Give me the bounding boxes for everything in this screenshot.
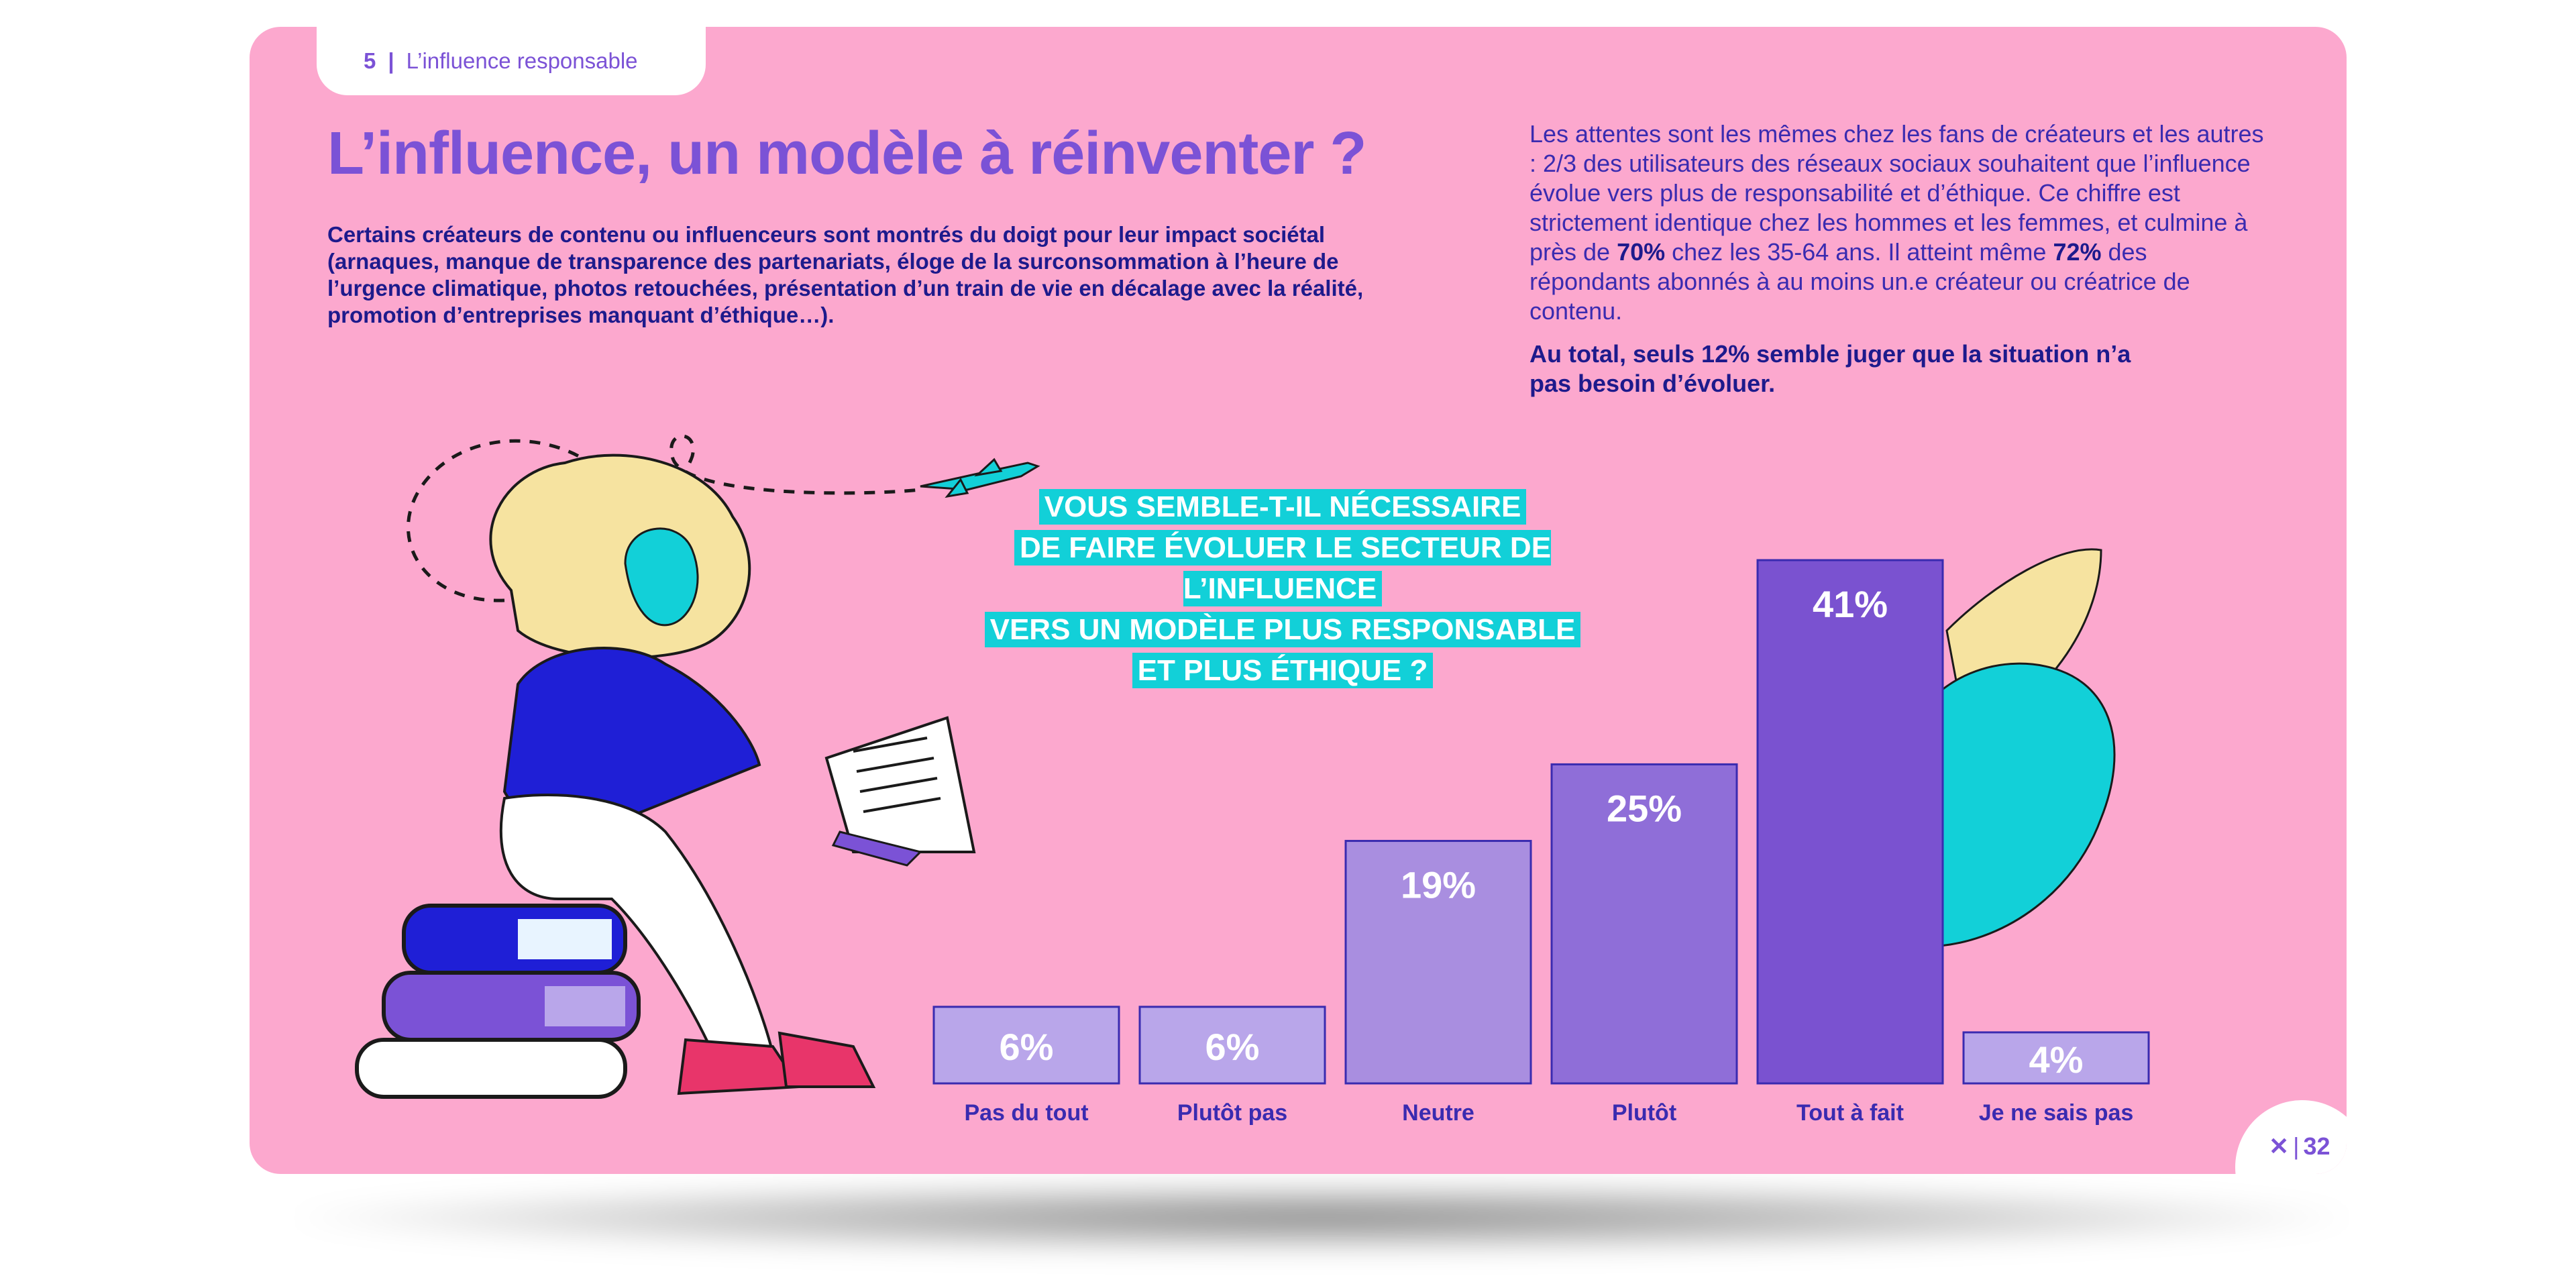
section-title: L’influence responsable <box>406 48 638 73</box>
x-logo-icon: ✕ <box>2269 1132 2290 1160</box>
section-number: 5 <box>364 48 376 73</box>
question-line-3: VERS UN MODÈLE PLUS RESPONSABLE <box>930 609 1635 650</box>
bar-value-label-2: 19% <box>1401 864 1476 906</box>
question-text-4: ET PLUS ÉTHIQUE ? <box>1132 653 1434 688</box>
category-label-0: Pas du tout <box>964 1100 1088 1126</box>
right-column: Les attentes sont les mêmes chez les fan… <box>1529 119 2267 398</box>
page-number: ✕ | 32 <box>2269 1132 2330 1161</box>
bar-value-label-5: 4% <box>2029 1038 2084 1081</box>
leaf-icon <box>1894 548 2116 947</box>
stats-text-e: des répondants abonnés à au moins un.e c… <box>1529 238 2190 325</box>
question-line-1: VOUS SEMBLE-T-IL NÉCESSAIRE <box>930 486 1635 527</box>
bar-0 <box>932 1006 1120 1085</box>
bar-5 <box>1962 1031 2150 1085</box>
question-line-2: DE FAIRE ÉVOLUER LE SECTEUR DE L’INFLUEN… <box>930 527 1635 609</box>
total-statement: Au total, seuls 12% semble juger que la … <box>1529 340 2131 397</box>
bar-2 <box>1344 840 1532 1085</box>
dashed-path <box>406 434 921 602</box>
section-tab: 5 | L’influence responsable <box>317 27 706 95</box>
intro-paragraph: Certains créateurs de contenu ou influen… <box>327 222 1364 327</box>
category-label-5: Je ne sais pas <box>1979 1100 2134 1126</box>
bar-value-label-3: 25% <box>1607 787 1682 829</box>
stats-paragraph: Les attentes sont les mêmes chez les fan… <box>1529 119 2267 326</box>
chart-question: VOUS SEMBLE-T-IL NÉCESSAIRE DE FAIRE ÉVO… <box>930 486 1635 691</box>
bar-value-label-4: 41% <box>1813 583 1888 625</box>
category-label-2: Neutre <box>1402 1100 1474 1126</box>
bar-value-label-1: 6% <box>1205 1026 1260 1068</box>
person-illustration <box>489 453 976 1095</box>
bar-chart: 6% Pas du tout 6% Plutôt pas 19% Neutre 25% Plu… <box>932 559 2150 1126</box>
page-title: L’influence, un modèle à réinventer ? <box>327 120 1366 187</box>
question-text-3: VERS UN MODÈLE PLUS RESPONSABLE <box>984 612 1581 647</box>
stat-70: 70% <box>1617 238 1666 266</box>
stats-text-c: chez les 35-64 ans. Il atteint même <box>1665 238 2053 266</box>
bar-1 <box>1138 1006 1326 1085</box>
books-stack-icon <box>355 904 641 1099</box>
page-separator: | <box>2293 1132 2300 1160</box>
stat-72: 72% <box>2053 238 2102 266</box>
airplane-icon <box>920 458 1040 498</box>
bar-value-label-0: 6% <box>1000 1026 1054 1068</box>
illustration <box>355 434 2116 1099</box>
section-separator: | <box>388 48 394 73</box>
bar-3 <box>1550 763 1738 1085</box>
question-line-4: ET PLUS ÉTHIQUE ? <box>930 650 1635 691</box>
category-label-4: Tout à fait <box>1796 1100 1904 1126</box>
page-number-value: 32 <box>2303 1132 2330 1160</box>
bar-4 <box>1756 559 1944 1085</box>
page-card: 5 | L’influence responsable L’influence,… <box>250 27 2347 1174</box>
page-shadow <box>295 1181 2348 1254</box>
question-text-1: VOUS SEMBLE-T-IL NÉCESSAIRE <box>1038 489 1527 525</box>
category-label-1: Plutôt pas <box>1177 1100 1287 1126</box>
stats-text-a: Les attentes sont les mêmes chez les fan… <box>1529 120 2264 266</box>
category-label-3: Plutôt <box>1612 1100 1676 1126</box>
